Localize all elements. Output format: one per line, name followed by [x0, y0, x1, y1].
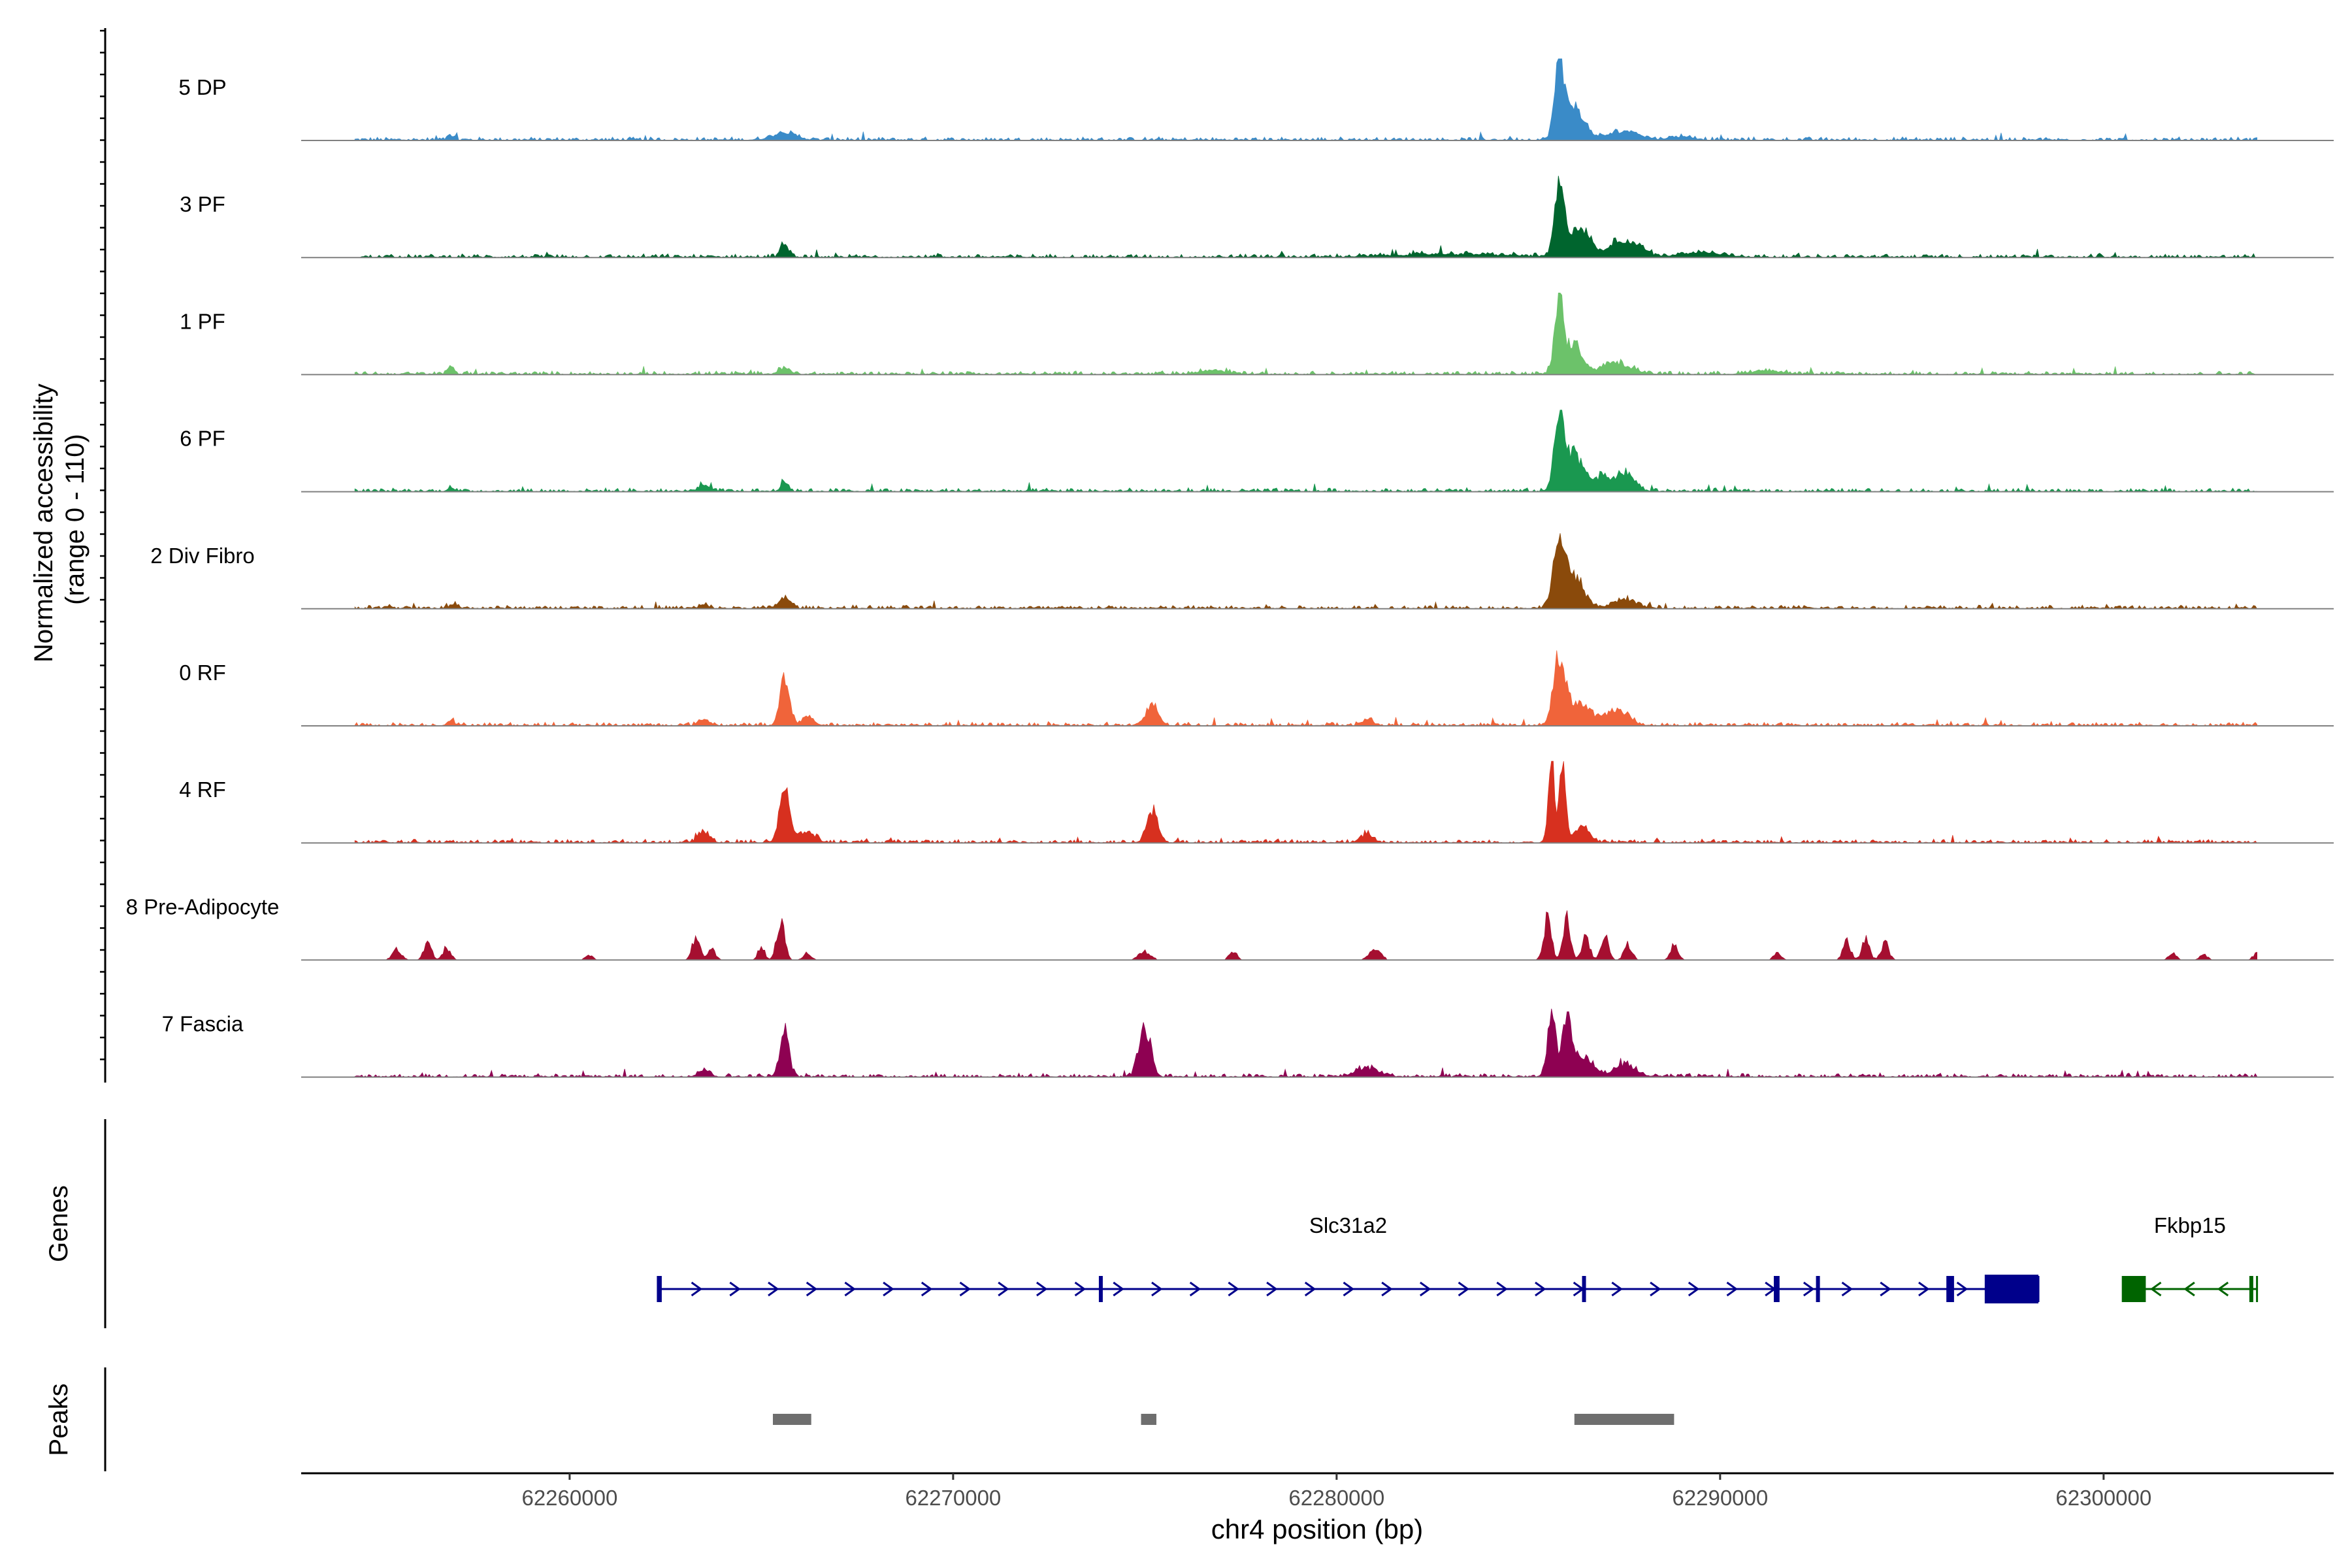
strand-arrow	[1458, 1281, 1470, 1297]
coverage-area	[354, 410, 2257, 493]
strand-arrow	[1036, 1281, 1048, 1297]
exon	[1984, 1275, 2039, 1303]
coverage-area	[354, 533, 2258, 610]
y-axis-label: Normalized accessibility (range 0 - 110)	[29, 376, 90, 662]
x-axis-label: chr4 position (bp)	[1211, 1514, 1424, 1544]
strand-arrow	[1381, 1281, 1393, 1297]
strand-arrow	[1228, 1281, 1239, 1297]
exon	[2123, 1276, 2146, 1302]
genes-panel: Genes Slc31a2 Fkbp15	[44, 1119, 2259, 1328]
x-tick-label: 62300000	[2055, 1486, 2151, 1510]
genes-panel-label: Genes	[44, 1185, 73, 1262]
peak-region	[772, 1414, 811, 1425]
x-tick-label: 62280000	[1288, 1486, 1384, 1510]
strand-arrow	[1343, 1281, 1355, 1297]
peaks-track	[772, 1414, 1674, 1425]
coverage-area	[355, 910, 2257, 960]
strand-arrow	[768, 1281, 779, 1297]
strand-arrow	[1880, 1281, 1891, 1297]
coverage-track: 3 PF	[180, 176, 2334, 259]
strand-arrow	[1304, 1281, 1316, 1297]
coverage-track: 6 PF	[180, 410, 2334, 493]
strand-arrow	[1841, 1281, 1854, 1297]
strand-arrow	[1074, 1281, 1086, 1297]
exon	[1582, 1276, 1586, 1302]
exon	[2249, 1276, 2253, 1302]
track-label: 6 PF	[180, 427, 225, 451]
strand-arrow	[1611, 1281, 1623, 1297]
strand-arrow	[1151, 1281, 1163, 1297]
coverage-track: 8 Pre-Adipocyte	[126, 894, 2334, 961]
x-tick-label: 62270000	[905, 1486, 1001, 1510]
genes-track: Slc31a2 Fkbp15	[657, 1213, 2259, 1303]
coverage-track: 2 Div Fibro	[150, 533, 2334, 610]
track-label: 7 Fascia	[162, 1012, 244, 1036]
strand-arrow	[806, 1281, 818, 1297]
peaks-panel-label: Peaks	[44, 1383, 73, 1456]
strand-arrow	[921, 1281, 933, 1297]
strand-arrow	[1956, 1281, 1968, 1297]
x-tick-label: 62260000	[521, 1486, 617, 1510]
strand-arrow	[1496, 1281, 1508, 1297]
x-ticks: 62260000 62270000 62280000 62290000 62300000	[521, 1473, 2151, 1510]
strand-arrow	[883, 1281, 894, 1297]
coverage-tracks: 5 DP 3 PF 1 PF 6 PF 2 Div Fibro 0 RF 4 RF 8 Pre…	[126, 58, 2334, 1078]
track-label: 0 RF	[179, 661, 226, 685]
exon	[1816, 1276, 1820, 1302]
peak-region	[1574, 1414, 1674, 1425]
x-tick-label: 62290000	[1672, 1486, 1768, 1510]
coverage-area	[354, 1008, 2257, 1078]
strand-arrow	[1688, 1281, 1700, 1297]
exon	[1098, 1276, 1103, 1302]
exon	[657, 1276, 662, 1302]
peaks-panel: Peaks	[44, 1367, 1674, 1471]
track-label: 1 PF	[180, 309, 225, 333]
strand-arrow	[844, 1281, 856, 1297]
strand-arrow	[2183, 1281, 2195, 1297]
y-axis-label-line-1: Normalized accessibility	[29, 384, 58, 662]
x-axis: 62260000 62270000 62280000 62290000 62300000…	[301, 1472, 2334, 1544]
strand-arrow	[1918, 1281, 1930, 1297]
strand-arrow	[1266, 1281, 1278, 1297]
coverage-track: 7 Fascia	[162, 1008, 2334, 1078]
strand-arrow	[1535, 1281, 1546, 1297]
coverage-area	[354, 650, 2257, 727]
strand-arrow	[2149, 1281, 2162, 1297]
coverage-track: 1 PF	[180, 293, 2334, 376]
track-label: 2 Div Fibro	[150, 544, 255, 568]
strand-arrow	[1113, 1281, 1124, 1297]
coverage-area	[354, 760, 2258, 844]
coverage-area	[354, 176, 2257, 258]
gene-name: Fkbp15	[2154, 1213, 2226, 1237]
peak-region	[1141, 1414, 1156, 1425]
strand-arrow	[691, 1281, 703, 1297]
track-label: 5 DP	[178, 75, 226, 99]
track-label: 8 Pre-Adipocyte	[126, 894, 280, 919]
strand-arrow	[1419, 1281, 1431, 1297]
exon	[1946, 1276, 1954, 1302]
strand-arrow	[998, 1281, 1009, 1297]
coverage-track: 0 RF	[179, 650, 2334, 727]
coverage-track: 4 RF	[179, 760, 2334, 844]
coverage-track: 5 DP	[178, 58, 2334, 141]
strand-arrow	[1803, 1281, 1815, 1297]
y-axis-label-line-2: (range 0 - 110)	[61, 434, 90, 605]
strand-arrow	[1650, 1281, 1661, 1297]
strand-arrow	[1726, 1281, 1739, 1297]
gene-name: Slc31a2	[1309, 1213, 1387, 1237]
coverage-area	[354, 293, 2257, 376]
strand-arrow	[729, 1281, 741, 1297]
track-label: 4 RF	[179, 777, 226, 802]
track-label: 3 PF	[180, 192, 225, 216]
strand-arrow	[1189, 1281, 1201, 1297]
gene: Fkbp15	[2121, 1213, 2259, 1302]
exon	[1774, 1276, 1780, 1302]
gene: Slc31a2	[657, 1213, 2040, 1303]
y-axis: Normalized accessibility (range 0 - 110)	[29, 28, 106, 1083]
strand-arrow	[2217, 1281, 2229, 1297]
strand-arrow	[959, 1281, 972, 1297]
coverage-area	[354, 58, 2257, 141]
